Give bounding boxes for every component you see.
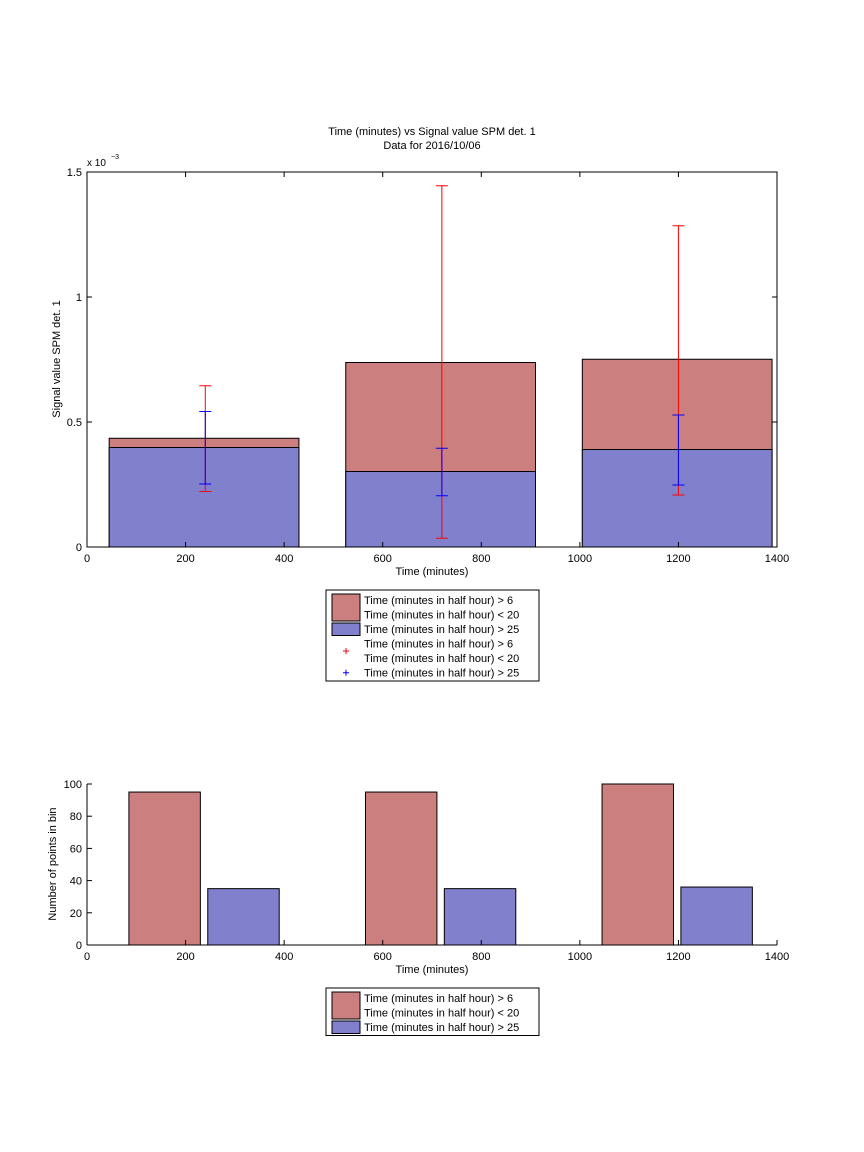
count-legend-swatch [331, 991, 361, 1020]
count-bar-blue [443, 888, 517, 946]
signal-legend-label: Time (minutes in half hour) > 25 [364, 668, 519, 680]
signal-y-tick-label: 0.5 [67, 417, 82, 429]
signal-legend-label: Time (minutes in half hour) > 6 [364, 639, 513, 651]
count-x-axis-label: Time (minutes) [396, 964, 469, 976]
signal-legend-box [325, 589, 540, 682]
count-x-tick-label: 600 [374, 951, 392, 963]
count-y-tick-label: 80 [70, 811, 82, 823]
signal-x-tick-label: 200 [176, 553, 194, 565]
count-legend-swatch [331, 1020, 361, 1034]
count-bar-red [601, 783, 674, 946]
signal-bars [108, 358, 773, 548]
signal-legend-swatch [331, 622, 361, 636]
signal-bar-blue [581, 449, 773, 548]
signal-legend-swatch [331, 593, 361, 622]
count-legend-label: Time (minutes in half hour) > 25 [364, 1022, 519, 1034]
signal-bar-blue [108, 447, 300, 548]
signal-x-tick-label: 0 [84, 553, 90, 565]
y-exponent-power: −3 [111, 154, 119, 161]
signal-y-tick-label: 1 [76, 292, 82, 304]
signal-x-tick-label: 1400 [765, 553, 789, 565]
signal-axis-ticks: 0 200 400 600 800 1000 1200 1400 0 0.5 1 1.5 [67, 167, 790, 565]
count-y-tick-label: 100 [64, 779, 82, 791]
signal-errorbar-blue [199, 411, 212, 485]
signal-x-axis-label: Time (minutes) [396, 566, 469, 578]
count-bar-red [128, 791, 201, 946]
count-bar-blue [680, 886, 753, 946]
signal-x-tick-label: 400 [275, 553, 293, 565]
count-bar-blue [207, 888, 280, 946]
count-x-tick-label: 200 [176, 951, 194, 963]
count-y-axis-label: Number of points in bin [47, 807, 59, 920]
signal-y-tick-label: 1.5 [67, 167, 82, 179]
count-axis-ticks: 0 200 400 600 800 1000 1200 1400 0 20 40 60 80 100 [64, 779, 790, 963]
count-x-tick-label: 1200 [666, 951, 690, 963]
signal-chart-subtitle: Data for 2016/10/06 [383, 140, 480, 152]
count-y-tick-label: 0 [76, 940, 82, 952]
count-axes [86, 784, 777, 946]
signal-legend-marker [343, 648, 349, 654]
signal-legend-label: Time (minutes in half hour) > 25 [364, 624, 519, 636]
signal-bar-blue [345, 471, 536, 548]
signal-errorbar-blue [435, 447, 448, 497]
signal-y-axis-label: Signal value SPM det. 1 [51, 300, 63, 417]
signal-x-tick-label: 1200 [666, 553, 690, 565]
count-bars [128, 783, 753, 946]
count-x-tick-label: 400 [275, 951, 293, 963]
signal-legend-label: Time (minutes in half hour) > 6 [364, 595, 513, 607]
signal-x-tick-label: 1000 [568, 553, 592, 565]
count-y-tick-label: 20 [70, 908, 82, 920]
signal-legend-marker [343, 669, 349, 676]
count-legend-box [325, 987, 540, 1036]
count-y-tick-label: 40 [70, 876, 82, 888]
count-legend-label: Time (minutes in half hour) > 6 [364, 993, 513, 1005]
signal-x-tick-label: 600 [374, 553, 392, 565]
signal-chart-title: Time (minutes) vs Signal value SPM det. … [328, 126, 535, 138]
count-x-tick-label: 0 [84, 951, 90, 963]
count-bar-red [364, 791, 438, 946]
signal-errorbars [199, 185, 685, 539]
count-x-tick-label: 1000 [568, 951, 592, 963]
signal-legend-label: Time (minutes in half hour) < 20 [364, 653, 519, 665]
signal-chart-exponent: x 10 −3 [87, 154, 119, 169]
count-legend: Time (minutes in half hour) > 6 Time (min… [325, 987, 540, 1036]
count-x-tick-label: 800 [472, 951, 490, 963]
y-exponent-base: x 10 [87, 158, 106, 169]
count-chart: 0 200 400 600 800 1000 1200 1400 0 20 40 60 80 100 Ti… [47, 779, 789, 1036]
signal-plot-frame [86, 171, 778, 548]
signal-errorbar-blue [672, 414, 685, 486]
signal-chart: Time (minutes) vs Signal value SPM det. … [51, 126, 790, 682]
count-y-tick-label: 60 [70, 843, 82, 855]
count-x-tick-label: 1400 [765, 951, 789, 963]
signal-legend: Time (minutes in half hour) > 6 Time (min… [325, 589, 540, 682]
count-legend-label: Time (minutes in half hour) < 20 [364, 1008, 519, 1020]
signal-y-tick-label: 0 [76, 542, 82, 554]
signal-legend-label: Time (minutes in half hour) < 20 [364, 610, 519, 622]
signal-x-tick-label: 800 [472, 553, 490, 565]
